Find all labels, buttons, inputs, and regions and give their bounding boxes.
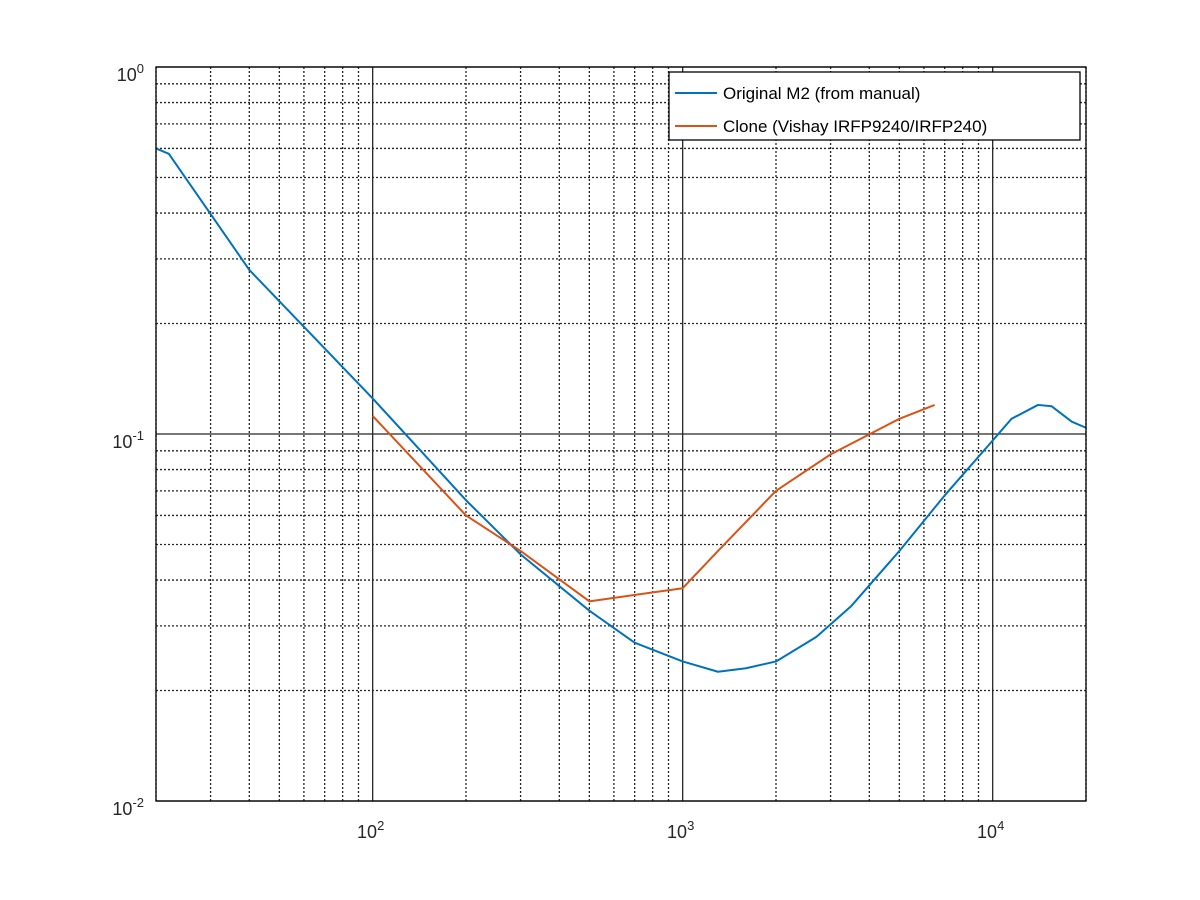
- legend-label-2: Clone (Vishay IRFP9240/IRFP240): [723, 117, 987, 136]
- y-tick-label: 10-1: [112, 428, 144, 452]
- legend: Original M2 (from manual) Clone (Vishay I…: [668, 71, 1081, 141]
- legend-label-1: Original M2 (from manual): [723, 84, 920, 103]
- y-tick-label: 100: [117, 61, 144, 85]
- x-tick-label: 102: [357, 818, 384, 842]
- axes: [155, 66, 1087, 802]
- tick-labels: 102 103 104 10-2 10-1 100: [112, 61, 1004, 842]
- series-line-1: [155, 147, 1087, 673]
- axes-box: [155, 66, 1087, 802]
- x-tick-label: 104: [977, 818, 1004, 842]
- y-tick-label: 10-2: [112, 795, 144, 819]
- x-tick-label: 103: [667, 818, 694, 842]
- series-layer: [155, 147, 1087, 673]
- series-line-2: [371, 404, 936, 603]
- legend-box: [668, 71, 1081, 141]
